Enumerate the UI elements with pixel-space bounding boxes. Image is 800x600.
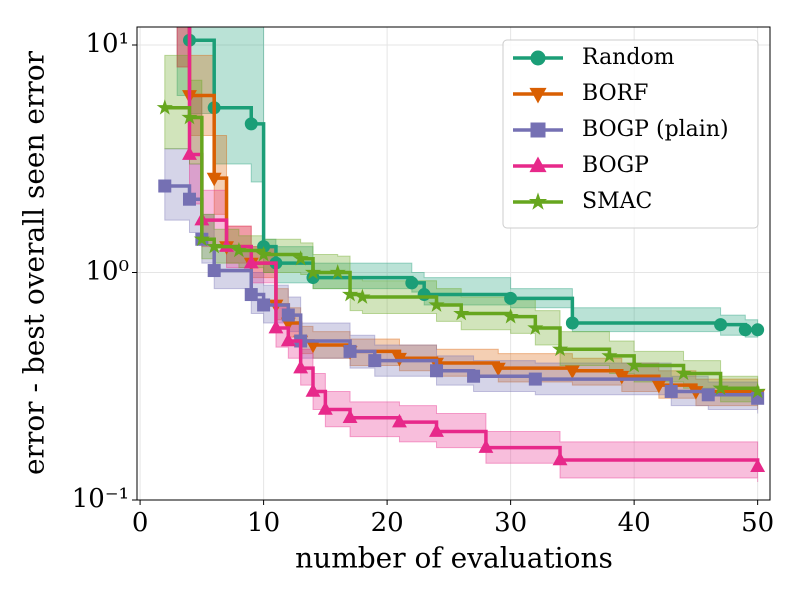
marker [354, 288, 371, 304]
y-axis-label: error - best overall seen error [18, 50, 51, 475]
lines [156, 27, 766, 473]
marker [368, 354, 382, 368]
marker [206, 238, 223, 254]
marker [429, 423, 444, 437]
marker [182, 192, 196, 206]
marker [502, 308, 519, 324]
plot-frame [136, 26, 771, 501]
marker [601, 347, 618, 363]
marker [528, 192, 548, 210]
marker [243, 254, 259, 269]
marker [528, 372, 542, 386]
marker [405, 276, 419, 290]
marker [626, 357, 643, 373]
marker [392, 413, 407, 428]
legend-label: Random [582, 45, 675, 70]
x-tick-label: 30 [494, 508, 527, 538]
marker [182, 146, 197, 160]
marker [527, 319, 544, 335]
series-line [187, 27, 760, 467]
marker [565, 316, 579, 330]
marker [664, 384, 678, 398]
marker [293, 359, 309, 374]
marker [193, 230, 210, 247]
marker [504, 291, 518, 305]
marker [751, 323, 765, 337]
y-tick-label: 10⁻¹ [72, 484, 129, 514]
marker [529, 156, 547, 173]
marker [712, 379, 729, 396]
legend-box [502, 39, 759, 229]
ticks: 0 10 20 30 40 50 10⁻¹ 10⁰ 10¹ [72, 29, 774, 538]
marker [304, 264, 322, 280]
marker [430, 364, 444, 378]
marker [529, 87, 547, 104]
marker [343, 344, 357, 358]
x-tick-label: 50 [741, 508, 774, 538]
marker [478, 439, 494, 453]
marker [749, 382, 766, 399]
marker [244, 117, 258, 131]
marker [738, 323, 752, 337]
x-axis-label: number of evaluations [295, 542, 613, 575]
y-tick-label: 10⁰ [85, 257, 129, 287]
marker [530, 50, 546, 66]
marker [281, 308, 295, 322]
marker [750, 458, 766, 473]
marker [181, 109, 198, 125]
marker [490, 362, 506, 377]
x-tick-label: 10 [247, 508, 280, 538]
marker [230, 241, 247, 258]
marker [342, 409, 358, 424]
marker [329, 264, 346, 280]
marker [257, 298, 271, 312]
x-tick-label: 20 [371, 508, 404, 538]
marker [292, 250, 309, 266]
marker [268, 319, 284, 334]
legend-label: SMAC [582, 189, 652, 214]
marker [244, 288, 258, 302]
legend-label: BORF [582, 81, 648, 106]
legend: Random BORF BOGP (plain) BOGP SMAC [502, 39, 759, 229]
x-tick-label: 0 [132, 508, 149, 538]
marker [317, 401, 333, 415]
marker [714, 318, 728, 332]
marker [675, 364, 692, 381]
marker [255, 246, 272, 262]
marker [428, 296, 445, 312]
marker [530, 122, 546, 138]
legend-label: BOGP [582, 153, 649, 178]
marker [552, 451, 568, 466]
marker [305, 383, 321, 397]
marker [551, 340, 569, 357]
marker [564, 365, 580, 379]
marker [156, 99, 173, 115]
legend-label: BOGP (plain) [582, 117, 729, 142]
marker [280, 332, 296, 347]
marker [207, 264, 221, 278]
marker [342, 286, 359, 302]
x-tick-label: 40 [618, 508, 651, 538]
marker [206, 172, 222, 187]
marker [453, 305, 470, 321]
marker [701, 388, 715, 402]
marker [158, 179, 172, 193]
y-tick-label: 10¹ [85, 29, 129, 59]
marker [467, 369, 481, 383]
